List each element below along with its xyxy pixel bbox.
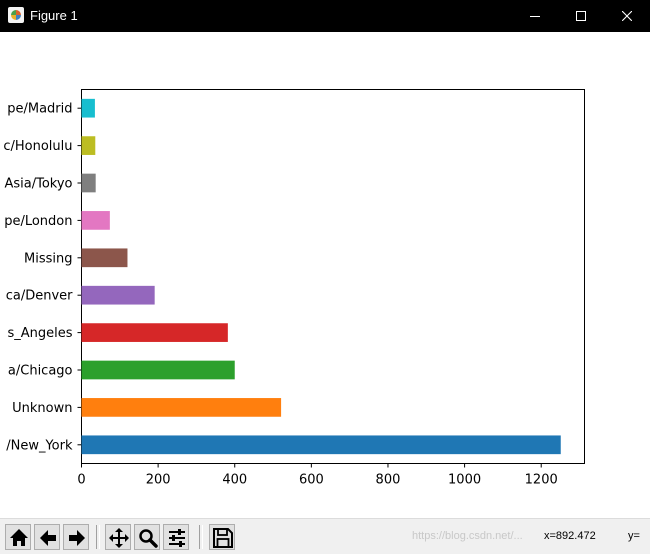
window-titlebar: Figure 1 [0, 0, 650, 32]
configure-subplots-button[interactable] [163, 524, 189, 550]
y-tick-label: pe/Madrid [7, 102, 72, 117]
bar-chart: /New_York Unknown a/Chicago s_Angeles ca/Den… [3, 89, 585, 488]
forward-arrow-icon [69, 530, 85, 546]
home-icon [10, 529, 28, 546]
bar [81, 435, 561, 455]
maximize-icon [576, 11, 586, 21]
x-tick-label: 1000 [448, 473, 481, 488]
toolbar-separator [199, 525, 203, 549]
subplots-config-icon [169, 529, 185, 547]
cursor-x-readout: x=892.472 [544, 530, 596, 542]
x-tick-label: 1200 [525, 473, 558, 488]
x-tick-label: 200 [146, 473, 171, 488]
y-tick-label: pe/London [4, 214, 72, 229]
cursor-y-readout: y= [628, 530, 640, 542]
y-tick-label: /New_York [6, 438, 73, 453]
bar [81, 398, 282, 417]
close-icon [622, 11, 632, 21]
back-button[interactable] [34, 524, 60, 550]
save-icon [213, 528, 233, 548]
figure-canvas[interactable]: /New_York Unknown a/Chicago s_Angeles ca/Den… [0, 32, 650, 518]
y-tick-label: Missing [24, 251, 72, 266]
bar [81, 98, 95, 118]
minimize-button[interactable] [512, 0, 558, 32]
bar [81, 360, 235, 380]
y-tick-label: a/Chicago [8, 364, 73, 379]
y-tick-label: c/Honolulu [3, 139, 72, 154]
y-tick-label: ca/Denver [6, 289, 73, 304]
zoom-icon [139, 529, 158, 548]
matplotlib-icon [8, 7, 24, 23]
pan-button[interactable] [105, 524, 131, 550]
save-button[interactable] [209, 524, 235, 550]
pan-icon [109, 528, 129, 548]
window-title: Figure 1 [30, 8, 78, 23]
bar [81, 136, 96, 155]
bar [81, 173, 96, 193]
bar [81, 285, 155, 305]
bar [81, 211, 110, 230]
x-tick-label: 800 [376, 473, 401, 488]
bar [81, 248, 128, 268]
zoom-button[interactable] [134, 524, 160, 550]
x-tick-label: 400 [222, 473, 247, 488]
watermark: https://blog.csdn.net/... [412, 530, 523, 542]
x-tick-label: 600 [299, 473, 324, 488]
x-tick-label: 0 [77, 473, 85, 488]
back-arrow-icon [40, 530, 56, 546]
minimize-icon [530, 16, 540, 17]
close-button[interactable] [604, 0, 650, 32]
y-tick-label: Unknown [12, 401, 72, 416]
y-tick-label: s_Angeles [7, 326, 72, 341]
forward-button[interactable] [63, 524, 89, 550]
home-button[interactable] [5, 524, 31, 550]
maximize-button[interactable] [558, 0, 604, 32]
bar [81, 323, 228, 342]
y-tick-label: Asia/Tokyo [4, 177, 72, 192]
navigation-toolbar: https://blog.csdn.net/... x=892.472 y= [0, 518, 650, 554]
toolbar-separator [96, 525, 100, 549]
